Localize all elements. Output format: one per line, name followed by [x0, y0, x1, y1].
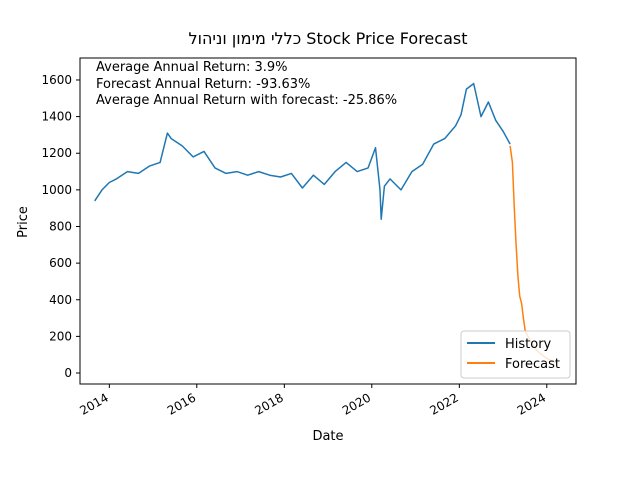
x-axis-label: Date — [312, 429, 343, 444]
legend-label-history: History — [505, 337, 552, 352]
y-tick-label: 0 — [64, 366, 72, 380]
annotation-forecast-return: Forecast Annual Return: -93.63% — [96, 77, 310, 92]
y-tick-label: 1600 — [41, 73, 72, 87]
legend: History Forecast — [460, 330, 571, 379]
y-tick-label: 1000 — [41, 183, 72, 197]
y-tick-label: 1200 — [41, 146, 72, 160]
chart-title: כללי מימון וניהול Stock Price Forecast — [189, 29, 468, 48]
y-axis-label: Price — [16, 206, 31, 238]
y-tick-label: 1400 — [41, 110, 72, 124]
annotation-return-with-forecast: Average Annual Return with forecast: -25… — [96, 93, 397, 108]
annotation-average-return: Average Annual Return: 3.9% — [96, 60, 288, 75]
y-tick-label: 200 — [49, 329, 72, 343]
y-axis: 0 200 400 600 800 1000 1200 1400 1600 — [41, 73, 80, 380]
y-tick-label: 800 — [49, 219, 72, 233]
series-line-history — [94, 82, 511, 220]
y-tick-label: 400 — [49, 293, 72, 307]
legend-label-forecast: Forecast — [505, 357, 560, 372]
y-tick-label: 600 — [49, 256, 72, 270]
annotations: Average Annual Return: 3.9% Forecast Ann… — [96, 60, 397, 108]
axes-frame — [79, 57, 577, 385]
